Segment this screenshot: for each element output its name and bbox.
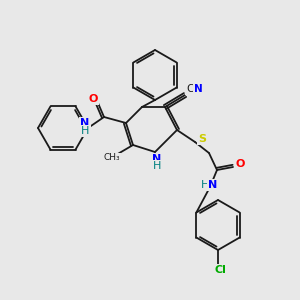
Text: CH₃: CH₃ (104, 154, 120, 163)
Text: N: N (194, 84, 202, 94)
Text: N: N (208, 180, 217, 190)
Text: H: H (153, 161, 161, 171)
Text: S: S (198, 134, 206, 144)
Text: H: H (201, 180, 209, 190)
Text: N: N (80, 118, 90, 128)
Text: N: N (152, 154, 162, 164)
Text: O: O (88, 94, 98, 104)
Text: H: H (81, 126, 89, 136)
Text: O: O (235, 159, 245, 169)
Text: C: C (186, 84, 194, 94)
Text: Cl: Cl (214, 265, 226, 275)
